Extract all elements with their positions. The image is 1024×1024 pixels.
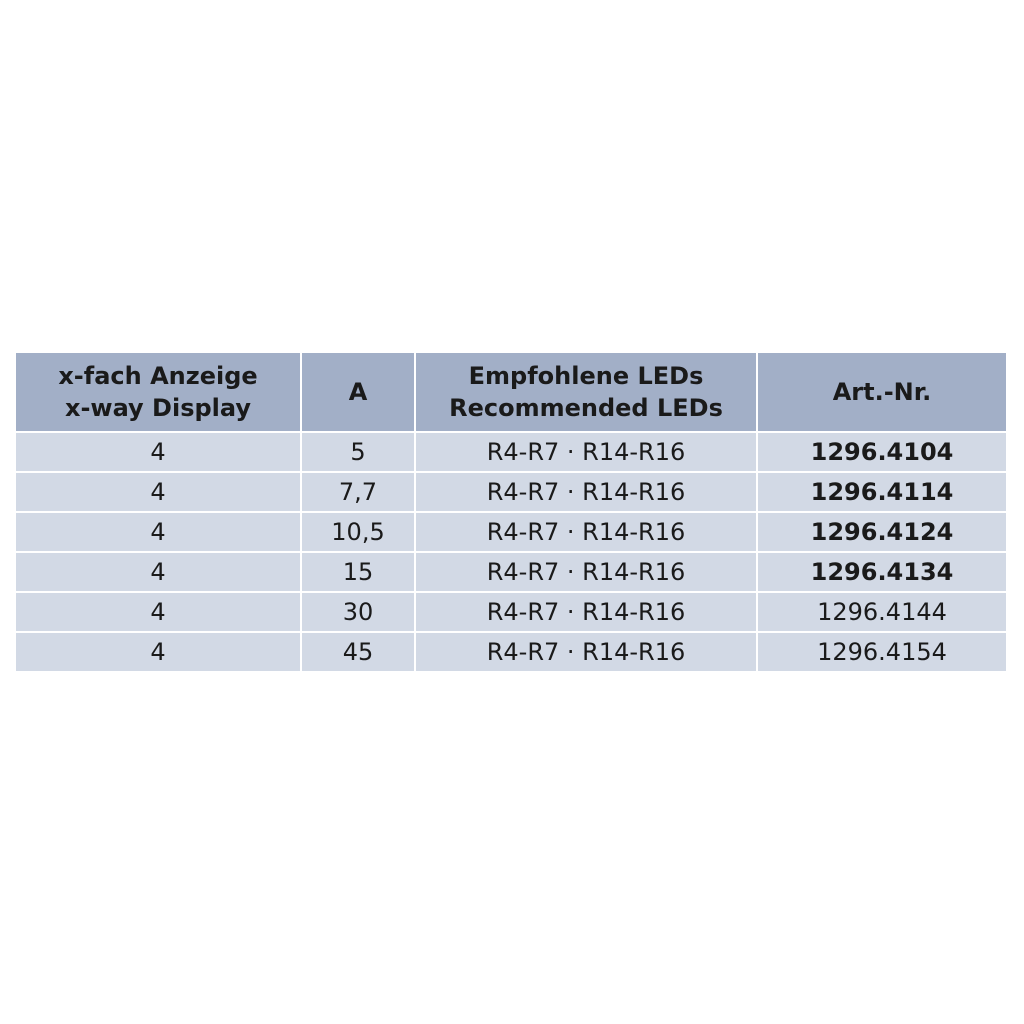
cell-display: 4 <box>14 551 302 593</box>
header-art-label: Art.-Nr. <box>832 378 932 406</box>
table-row: 4 15 R4-R7 · R14-R16 1296.4134 <box>14 551 1008 593</box>
header-a-label: A <box>348 378 368 406</box>
cell-display: 4 <box>14 431 302 473</box>
cell-a: 30 <box>300 591 416 633</box>
cell-display: 4 <box>14 631 302 673</box>
cell-display: 4 <box>14 591 302 633</box>
header-a: A <box>300 351 416 433</box>
cell-leds: R4-R7 · R14-R16 <box>414 591 758 633</box>
cell-art-nr: 1296.4114 <box>756 471 1008 513</box>
table-row: 4 7,7 R4-R7 · R14-R16 1296.4114 <box>14 471 1008 513</box>
header-leds-de: Empfohlene LEDs <box>468 362 704 390</box>
cell-display: 4 <box>14 471 302 513</box>
cell-art-nr: 1296.4134 <box>756 551 1008 593</box>
cell-art-nr: 1296.4124 <box>756 511 1008 553</box>
table-row: 4 30 R4-R7 · R14-R16 1296.4144 <box>14 591 1008 633</box>
header-display: x-fach Anzeige x-way Display <box>14 351 302 433</box>
cell-a: 45 <box>300 631 416 673</box>
header-display-de: x-fach Anzeige <box>58 362 258 390</box>
table-row: 4 45 R4-R7 · R14-R16 1296.4154 <box>14 631 1008 673</box>
cell-leds: R4-R7 · R14-R16 <box>414 511 758 553</box>
product-table: x-fach Anzeige x-way Display A Empfohlene… <box>14 351 1008 673</box>
header-display-en: x-way Display <box>64 394 251 422</box>
cell-art-nr: 1296.4154 <box>756 631 1008 673</box>
cell-art-nr: 1296.4104 <box>756 431 1008 473</box>
cell-a: 15 <box>300 551 416 593</box>
header-art: Art.-Nr. <box>756 351 1008 433</box>
table-row: 4 5 R4-R7 · R14-R16 1296.4104 <box>14 431 1008 473</box>
cell-leds: R4-R7 · R14-R16 <box>414 471 758 513</box>
cell-display: 4 <box>14 511 302 553</box>
cell-a: 5 <box>300 431 416 473</box>
cell-leds: R4-R7 · R14-R16 <box>414 431 758 473</box>
cell-a: 7,7 <box>300 471 416 513</box>
cell-leds: R4-R7 · R14-R16 <box>414 551 758 593</box>
header-leds-en: Recommended LEDs <box>449 394 723 422</box>
cell-art-nr: 1296.4144 <box>756 591 1008 633</box>
cell-a: 10,5 <box>300 511 416 553</box>
cell-leds: R4-R7 · R14-R16 <box>414 631 758 673</box>
header-leds: Empfohlene LEDs Recommended LEDs <box>414 351 758 433</box>
header-row: x-fach Anzeige x-way Display A Empfohlene… <box>14 351 1008 433</box>
table-row: 4 10,5 R4-R7 · R14-R16 1296.4124 <box>14 511 1008 553</box>
